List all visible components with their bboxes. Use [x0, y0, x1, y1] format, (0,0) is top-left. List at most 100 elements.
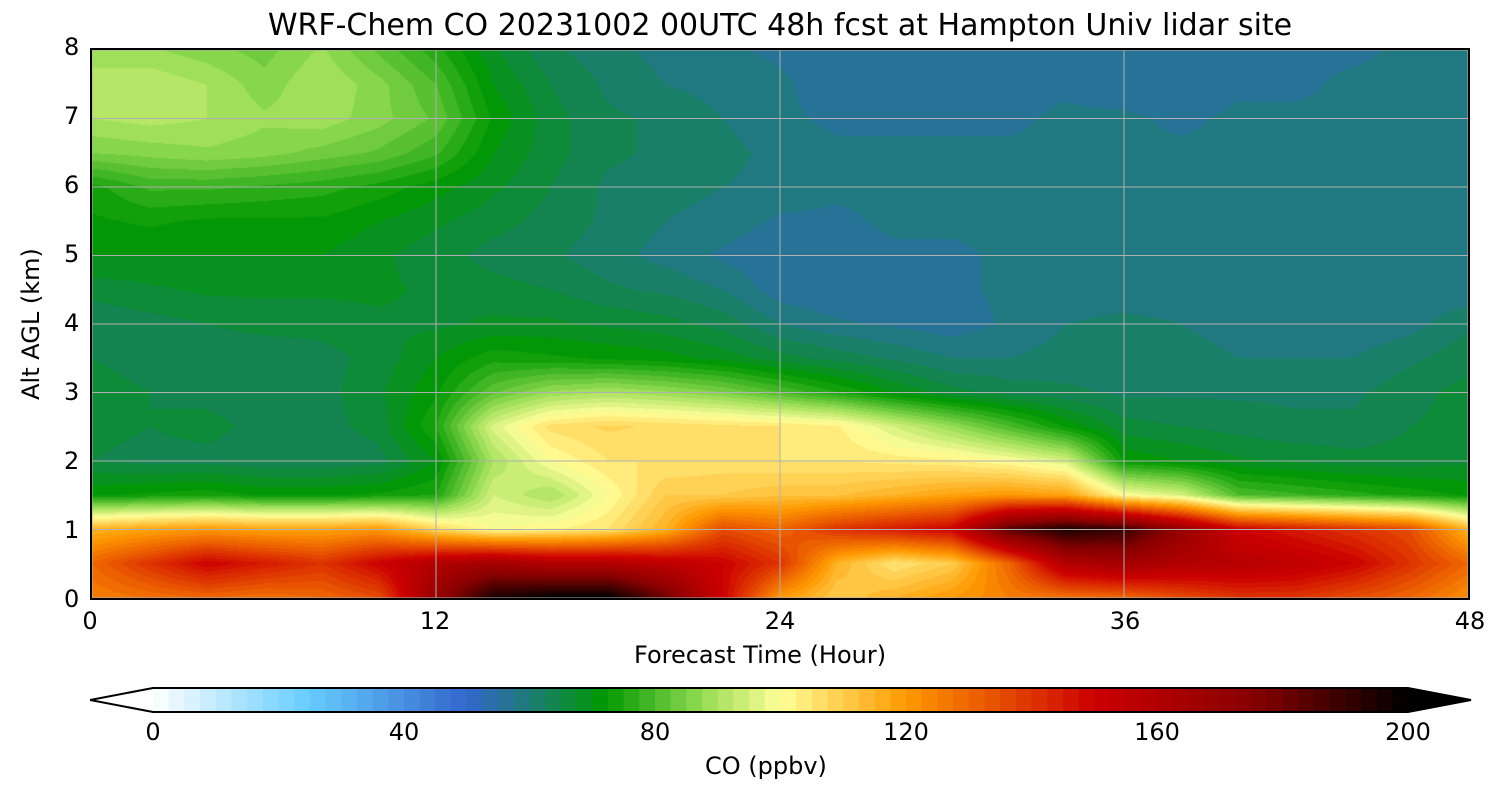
colorbar-bin — [796, 688, 813, 712]
colorbar-bin — [937, 688, 954, 712]
colorbar-bin — [341, 688, 358, 712]
colorbar-bin — [1392, 688, 1409, 712]
colorbar-bin — [184, 688, 201, 712]
colorbar-bin — [843, 688, 860, 712]
colorbar-bin — [733, 688, 750, 712]
colorbar-bin — [309, 688, 327, 712]
colorbar-bin — [1266, 688, 1284, 712]
colorbar-bin — [906, 688, 923, 712]
colorbar-bin — [1000, 688, 1017, 712]
colorbar-bin — [560, 688, 578, 712]
colorbar-outline — [90, 687, 1472, 713]
colorbar-min-extension — [90, 688, 153, 712]
y-tick-label: 2 — [64, 447, 80, 475]
y-tick-label: 7 — [64, 102, 80, 130]
colorbar-bin — [717, 688, 735, 712]
colorbar-bin — [780, 688, 797, 712]
colorbar-bin — [1062, 688, 1080, 712]
colorbar-bin — [435, 688, 452, 712]
colorbar-bin — [153, 688, 170, 712]
colorbar-bin — [1376, 688, 1393, 712]
colorbar-bin — [388, 688, 405, 712]
colorbar-bin — [1298, 688, 1315, 712]
colorbar-bin — [764, 688, 782, 712]
colorbar-bin — [858, 688, 876, 712]
y-tick-label: 4 — [64, 309, 80, 337]
colorbar-bin — [200, 688, 217, 712]
colorbar-bin — [262, 688, 280, 712]
colorbar-bin — [827, 688, 844, 712]
colorbar-bin — [1094, 688, 1111, 712]
colorbar-bin — [576, 688, 593, 712]
colorbar-bin — [1188, 688, 1205, 712]
gridlines — [92, 50, 1468, 598]
plot-area — [90, 48, 1470, 600]
colorbar-bin — [466, 688, 484, 712]
colorbar-bin — [294, 688, 311, 712]
colorbar-bin — [921, 688, 938, 712]
colorbar-bin — [874, 688, 891, 712]
y-tick-label: 5 — [64, 240, 80, 268]
colorbar-bin — [356, 688, 374, 712]
x-axis-label: Forecast Time (Hour) — [634, 641, 887, 669]
colorbar-bin — [1015, 688, 1033, 712]
colorbar-bin — [1345, 688, 1362, 712]
colorbar-bin — [1219, 688, 1237, 712]
colorbar-bin — [702, 688, 719, 712]
y-tick-label: 6 — [64, 171, 80, 199]
colorbar-bin — [513, 688, 531, 712]
colorbar-bin — [1360, 688, 1378, 712]
colorbar-bin — [168, 688, 185, 712]
colorbar-bin — [1125, 688, 1142, 712]
colorbar-tick-label: 200 — [1385, 718, 1431, 746]
x-tick-label: 12 — [419, 607, 451, 635]
colorbar-bin — [670, 688, 687, 712]
colorbar-bin — [325, 688, 342, 712]
colorbar-tick-label: 120 — [883, 718, 929, 746]
colorbar-bin — [1313, 688, 1331, 712]
colorbar-bin — [592, 688, 609, 712]
colorbar-bin — [1251, 688, 1268, 712]
colorbar-tick-label: 0 — [145, 718, 161, 746]
x-tick-label: 36 — [1109, 607, 1141, 635]
colorbar-bin — [1031, 688, 1048, 712]
colorbar-bin — [1141, 688, 1158, 712]
colorbar-bin — [1235, 688, 1252, 712]
x-tick-label: 24 — [764, 607, 796, 635]
x-tick-label: 48 — [1454, 607, 1486, 635]
colorbar-bin — [498, 688, 515, 712]
colorbar-tick-label: 80 — [639, 718, 671, 746]
colorbar-bin — [1282, 688, 1299, 712]
colorbar-bin — [686, 688, 703, 712]
colorbar-tick-label: 160 — [1134, 718, 1180, 746]
colorbar-bin — [953, 688, 970, 712]
colorbar-bin — [623, 688, 640, 712]
x-tick-label: 0 — [82, 607, 98, 635]
colorbar-bin — [215, 688, 233, 712]
colorbar-bin — [451, 688, 468, 712]
colorbar-bin — [984, 688, 1001, 712]
colorbar — [90, 687, 1472, 713]
colorbar-bin — [1204, 688, 1221, 712]
colorbar-tick-label: 40 — [388, 718, 420, 746]
colorbar-bin — [278, 688, 295, 712]
colorbar-bin — [372, 688, 389, 712]
colorbar-bin — [1157, 688, 1174, 712]
colorbar-bin — [655, 688, 672, 712]
colorbar-bin — [1047, 688, 1064, 712]
colorbar-bin — [968, 688, 986, 712]
colorbar-bin — [749, 688, 766, 712]
y-axis-label: Alt AGL (km) — [16, 248, 45, 400]
y-tick-label: 0 — [64, 585, 80, 613]
colorbar-bin — [1329, 688, 1346, 712]
colorbar-bin — [890, 688, 907, 712]
y-tick-label: 1 — [64, 516, 80, 544]
colorbar-bin — [1109, 688, 1127, 712]
colorbar-bin — [811, 688, 829, 712]
colorbar-bin — [419, 688, 436, 712]
colorbar-label: CO (ppbv) — [705, 752, 827, 780]
chart-title: WRF-Chem CO 20231002 00UTC 48h fcst at H… — [267, 8, 1293, 43]
colorbar-bin — [247, 688, 264, 712]
colorbar-bin — [1078, 688, 1095, 712]
colorbar-bin — [607, 688, 625, 712]
